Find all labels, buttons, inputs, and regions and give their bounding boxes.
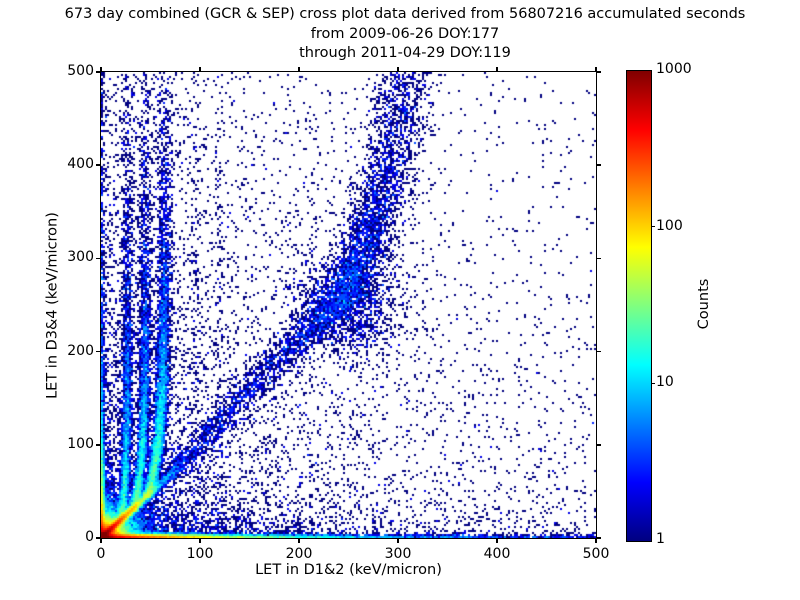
x-tick-mark-top xyxy=(595,67,597,71)
y-tick-mark-right xyxy=(597,350,601,353)
x-tick-label: 500 xyxy=(582,546,610,562)
x-axis-label: LET in D1&2 (keV/micron) xyxy=(255,562,442,578)
x-tick-mark-top xyxy=(496,67,498,71)
y-tick-label: 100 xyxy=(67,435,94,452)
x-tick-label: 100 xyxy=(186,546,214,562)
plot-title: 673 day combined (GCR & SEP) cross plot … xyxy=(0,5,800,64)
y-tick-mark xyxy=(96,537,100,539)
y-tick-mark-right xyxy=(597,71,601,73)
y-tick-label: 200 xyxy=(67,342,94,359)
x-tick-mark xyxy=(298,539,300,543)
y-tick-mark xyxy=(96,71,100,73)
colorbar-tick-mark xyxy=(651,382,655,385)
plot-area: 0 100 200 300 400 500 0 100 200 300 400 500 xyxy=(67,63,609,562)
plot-title-line3: through 2011-04-29 DOY:119 xyxy=(299,45,511,61)
colorbar-tick-label: 1 xyxy=(656,531,665,547)
x-tick-mark-top xyxy=(397,67,399,71)
y-tick-mark xyxy=(96,350,100,353)
colorbar-label: Counts xyxy=(696,278,712,330)
y-tick-label: 300 xyxy=(67,249,94,266)
plot-title-line1: 673 day combined (GCR & SEP) cross plot … xyxy=(64,6,746,22)
y-tick-mark xyxy=(96,164,100,166)
colorbar-tick-label: 10 xyxy=(656,374,674,391)
colorbar-tick-mark xyxy=(651,225,655,228)
x-tick-mark xyxy=(100,539,102,543)
x-tick-mark-top xyxy=(298,67,300,71)
x-tick-label: 300 xyxy=(384,546,412,562)
y-tick-mark-right xyxy=(597,444,601,446)
x-tick-label: 0 xyxy=(96,546,106,562)
y-tick-mark-right xyxy=(597,164,601,166)
colorbar-gradient xyxy=(627,71,651,541)
y-axis-label: LET in D3&4 (keV/micron) xyxy=(44,212,61,399)
x-tick-mark xyxy=(397,539,399,543)
x-tick-mark-top xyxy=(100,67,102,71)
x-tick-label: 200 xyxy=(285,546,313,562)
x-tick-mark xyxy=(595,539,597,543)
x-tick-label: 400 xyxy=(483,546,511,562)
scatter-canvas xyxy=(101,72,596,538)
y-tick-label: 0 xyxy=(85,529,94,545)
y-tick-label: 400 xyxy=(67,156,94,173)
y-tick-mark-right xyxy=(597,257,601,260)
y-tick-mark-right xyxy=(597,537,601,539)
y-tick-mark xyxy=(96,257,100,260)
colorbar-tick-label: 1000 xyxy=(656,61,692,77)
x-tick-mark xyxy=(199,539,201,543)
colorbar-tick-label: 100 xyxy=(656,217,683,234)
y-tick-label: 500 xyxy=(67,63,94,79)
colorbar xyxy=(626,70,652,542)
y-tick-mark xyxy=(96,444,100,446)
x-tick-mark-top xyxy=(199,67,201,71)
x-tick-mark xyxy=(496,539,498,543)
plot-title-line2: from 2009-06-26 DOY:177 xyxy=(310,25,500,42)
